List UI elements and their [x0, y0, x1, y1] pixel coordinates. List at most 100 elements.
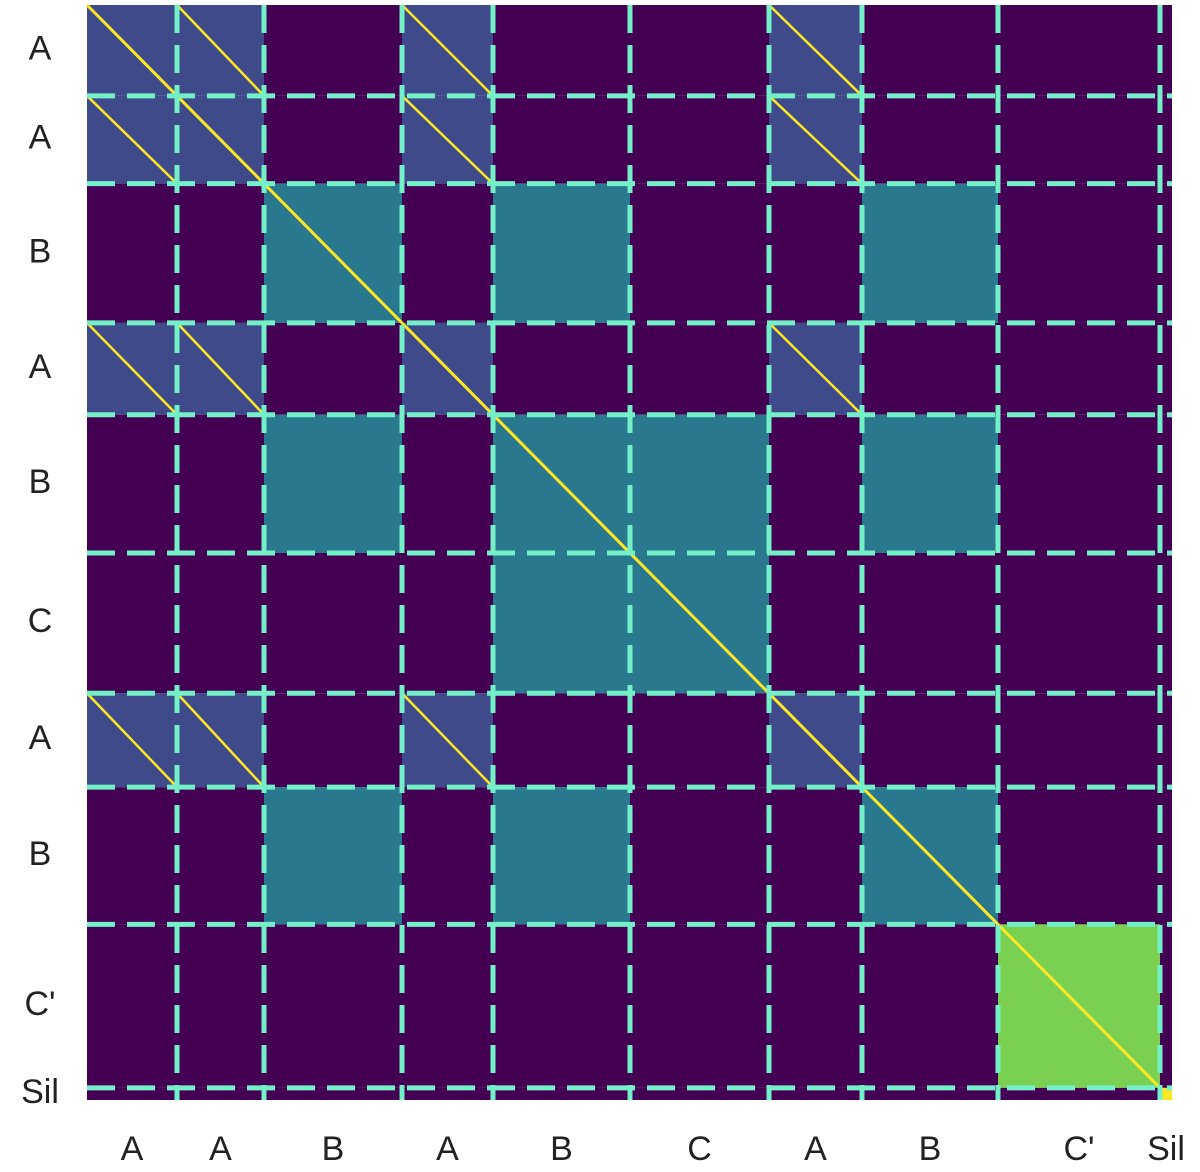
matrix-cell: [87, 414, 177, 554]
matrix-cell: [1160, 693, 1172, 788]
matrix-cell: [402, 414, 493, 554]
matrix-cell: [493, 95, 630, 184]
matrix-cell: [1160, 553, 1172, 694]
matrix-cell: [402, 924, 493, 1088]
matrix-cell: [177, 414, 264, 554]
matrix-cell: [630, 322, 769, 415]
matrix-cell: [998, 95, 1160, 184]
matrix-cell: [493, 5, 630, 96]
matrix-cell: [630, 5, 769, 96]
repetition-diagonal: [768, 4, 863, 97]
matrix-cell: [493, 322, 630, 415]
matrix-cell: [769, 183, 862, 323]
matrix-cell: [862, 924, 998, 1088]
matrix-cell: [493, 693, 630, 788]
matrix-cell: [402, 553, 493, 694]
x-label: B: [322, 1130, 345, 1168]
y-label: A: [29, 719, 52, 757]
matrix-cell: [1160, 414, 1172, 554]
x-label: Sil: [1147, 1130, 1185, 1168]
matrix-cell: [998, 787, 1160, 925]
x-label: C': [1063, 1130, 1094, 1168]
x-label: B: [550, 1130, 573, 1168]
matrix-cell: [862, 414, 998, 554]
matrix-cell: [87, 924, 177, 1088]
matrix-cell: [264, 95, 402, 184]
matrix-cell: [177, 183, 264, 323]
matrix-cell: [630, 924, 769, 1088]
matrix-cell: [998, 693, 1160, 788]
matrix-cell: [998, 5, 1160, 96]
matrix-cell: [493, 1087, 630, 1100]
x-label: A: [209, 1130, 232, 1168]
y-label: C: [28, 602, 53, 640]
matrix-cell: [862, 5, 998, 96]
matrix-cell: [630, 693, 769, 788]
y-label: A: [29, 348, 52, 386]
matrix-cell: [630, 787, 769, 925]
matrix-cell: [402, 787, 493, 925]
matrix-cell: [630, 1087, 769, 1100]
repetition-diagonal: [86, 692, 178, 789]
matrix-cell: [1160, 183, 1172, 323]
repetition-diagonal: [401, 4, 494, 97]
matrix-cell: [264, 787, 402, 925]
matrix-cell: [402, 183, 493, 323]
matrix-cell: [998, 1087, 1160, 1100]
matrix-cell: [769, 553, 862, 694]
repetition-diagonal: [86, 94, 178, 185]
matrix-cell: [402, 1087, 493, 1100]
x-label: A: [804, 1130, 827, 1168]
matrix-cell: [264, 553, 402, 694]
y-label: B: [29, 232, 52, 270]
matrix-cell: [862, 693, 998, 788]
matrix-cell: [87, 553, 177, 694]
matrix-cell: [998, 322, 1160, 415]
matrix-cell: [264, 414, 402, 554]
matrix-cell: [264, 924, 402, 1088]
matrix-cell: [769, 924, 862, 1088]
matrix-cell: [87, 1087, 177, 1100]
matrix-cell: [1160, 5, 1172, 96]
matrix-cell: [630, 183, 769, 323]
repetition-diagonal: [401, 692, 494, 789]
matrix-cell: [862, 322, 998, 415]
y-label: B: [29, 835, 52, 873]
y-label: A: [29, 29, 52, 67]
matrix-cell: [862, 1087, 998, 1100]
matrix-cell: [862, 183, 998, 323]
repetition-diagonal: [176, 692, 265, 788]
repetition-diagonal: [176, 322, 265, 416]
matrix-cell: [264, 693, 402, 788]
matrix-cell: [493, 183, 630, 323]
matrix-cell: [493, 787, 630, 925]
matrix-cell: [1160, 924, 1172, 1088]
y-label: A: [29, 119, 52, 157]
matrix-cell: [769, 1087, 862, 1100]
y-label: Sil: [21, 1073, 59, 1111]
matrix-cell: [769, 787, 862, 925]
x-label: A: [436, 1130, 459, 1168]
repetition-diagonal: [86, 322, 178, 416]
matrix-cell: [1160, 787, 1172, 925]
matrix-cell: [493, 553, 630, 694]
y-label: C': [24, 985, 55, 1023]
matrix-cell: [862, 95, 998, 184]
matrix-cell: [862, 553, 998, 694]
repetition-diagonal: [768, 322, 863, 416]
matrix-cell: [493, 924, 630, 1088]
matrix-cell: [177, 553, 264, 694]
matrix-cell: [87, 183, 177, 323]
x-label: C: [687, 1130, 712, 1168]
matrix-cell: [998, 183, 1160, 323]
matrix-cell: [769, 414, 862, 554]
matrix-cell: [998, 553, 1160, 694]
matrix-cell: [177, 1087, 264, 1100]
matrix-cell: [630, 414, 769, 554]
x-label: A: [121, 1130, 144, 1168]
repetition-diagonal: [768, 94, 863, 185]
matrix-cell: [630, 95, 769, 184]
repetition-diagonal: [401, 94, 494, 185]
